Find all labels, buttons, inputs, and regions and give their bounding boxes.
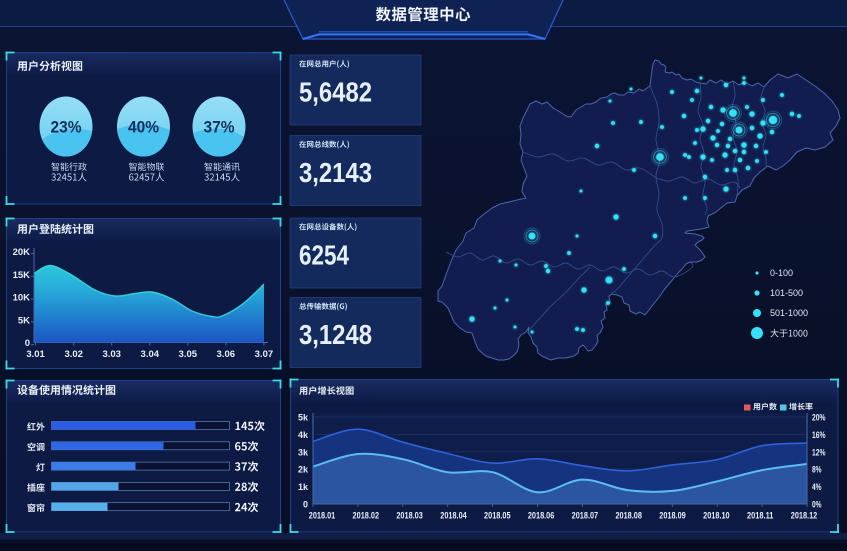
svg-text:4%: 4% [812, 482, 822, 492]
svg-text:3.05: 3.05 [179, 349, 198, 360]
svg-text:3,2143: 3,2143 [299, 157, 372, 188]
svg-text:0%: 0% [812, 500, 822, 510]
svg-text:3k: 3k [298, 447, 309, 457]
svg-text:2018.03: 2018.03 [396, 511, 423, 521]
svg-text:1k: 1k [298, 482, 309, 492]
svg-text:2018.05: 2018.05 [484, 511, 511, 521]
svg-text:3,1248: 3,1248 [299, 319, 372, 350]
svg-text:2018.09: 2018.09 [659, 511, 686, 521]
svg-text:3.02: 3.02 [64, 349, 83, 360]
svg-text:2018.10: 2018.10 [703, 511, 730, 521]
svg-text:0: 0 [303, 500, 308, 510]
svg-text:20K: 20K [13, 247, 31, 258]
svg-text:101-500: 101-500 [770, 288, 803, 298]
svg-text:2018.04: 2018.04 [440, 511, 467, 521]
svg-text:20%: 20% [812, 413, 826, 423]
svg-text:3.03: 3.03 [102, 349, 121, 360]
svg-text:2018.12: 2018.12 [791, 511, 818, 521]
svg-text:2018.08: 2018.08 [615, 511, 642, 521]
svg-text:10K: 10K [13, 293, 31, 304]
svg-text:2k: 2k [298, 465, 309, 475]
svg-text:5k: 5k [298, 413, 309, 423]
svg-text:3.04: 3.04 [141, 349, 160, 360]
svg-text:2018.01: 2018.01 [309, 511, 336, 521]
svg-text:37%: 37% [204, 118, 235, 137]
svg-text:12%: 12% [812, 447, 826, 457]
svg-text:2018.11: 2018.11 [747, 511, 774, 521]
svg-text:5,6482: 5,6482 [299, 77, 372, 108]
svg-text:40%: 40% [128, 118, 159, 137]
svg-text:2018.07: 2018.07 [572, 511, 599, 521]
svg-text:3.01: 3.01 [26, 349, 45, 360]
svg-text:23%: 23% [51, 118, 82, 137]
svg-text:0: 0 [25, 338, 30, 349]
svg-text:501-1000: 501-1000 [770, 308, 808, 318]
svg-text:0-100: 0-100 [770, 268, 793, 278]
svg-text:15K: 15K [13, 270, 31, 281]
svg-text:3.07: 3.07 [255, 349, 274, 360]
svg-text:2018.06: 2018.06 [528, 511, 555, 521]
svg-text:6254: 6254 [299, 240, 349, 271]
svg-text:8%: 8% [812, 465, 822, 475]
svg-text:4k: 4k [298, 430, 309, 440]
svg-text:3.06: 3.06 [217, 349, 236, 360]
svg-text:2018.02: 2018.02 [353, 511, 380, 521]
svg-text:5K: 5K [18, 315, 30, 326]
svg-text:16%: 16% [812, 430, 826, 440]
